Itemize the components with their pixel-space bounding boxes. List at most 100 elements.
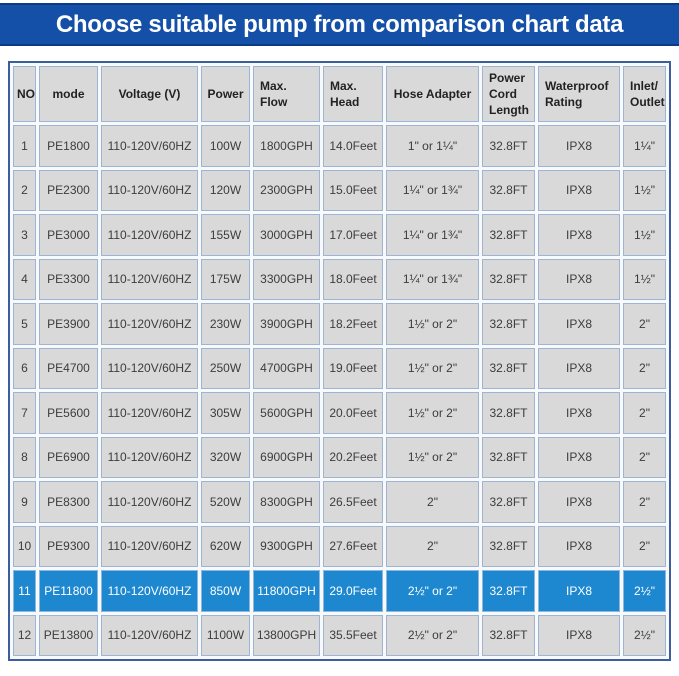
table-cell: 10 (13, 525, 36, 567)
table-cell: IPX8 (538, 347, 620, 389)
column-header: NO (13, 66, 36, 122)
table-row: 12 PE13800 110-120V/60HZ 1100W 13800GPH 35.5F… (13, 614, 666, 656)
table-cell: 9 (13, 481, 36, 523)
table-cell: 14.0Feet (323, 125, 383, 167)
table-row: 9 PE8300 110-120V/60HZ 520W 8300GPH 26.5Feet 2… (13, 481, 666, 523)
table-cell: 32.8FT (482, 570, 535, 612)
table-cell: PE2300 (39, 169, 98, 211)
table-cell: 175W (201, 258, 250, 300)
pump-table-head-row: NO mode Voltage (V) Power Max. Flow Max. Head… (13, 66, 666, 122)
table-cell: 27.6Feet (323, 525, 383, 567)
table-row: 11 PE11800 110-120V/60HZ 850W 11800GPH 29.0Fe… (13, 570, 666, 612)
table-cell: 1½" or 2" (386, 436, 479, 478)
table-cell: 32.8FT (482, 125, 535, 167)
table-cell: IPX8 (538, 258, 620, 300)
table-cell: 3300GPH (253, 258, 320, 300)
table-cell: 32.8FT (482, 525, 535, 567)
table-row: 5 PE3900 110-120V/60HZ 230W 3900GPH 18.2Feet 1… (13, 303, 666, 345)
table-cell: 110-120V/60HZ (101, 570, 198, 612)
table-cell: 26.5Feet (323, 481, 383, 523)
table-cell: 1800GPH (253, 125, 320, 167)
table-cell: 2" (623, 347, 666, 389)
table-cell: 29.0Feet (323, 570, 383, 612)
table-cell: 20.0Feet (323, 392, 383, 434)
table-cell: 3900GPH (253, 303, 320, 345)
table-cell: 32.8FT (482, 258, 535, 300)
table-cell: 110-120V/60HZ (101, 436, 198, 478)
table-cell: 620W (201, 525, 250, 567)
table-cell: 2" (623, 436, 666, 478)
table-cell: 1¼" (623, 125, 666, 167)
table-cell: 4700GPH (253, 347, 320, 389)
table-cell: 8 (13, 436, 36, 478)
table-cell: 110-120V/60HZ (101, 214, 198, 256)
table-cell: 3 (13, 214, 36, 256)
column-header: Waterproof Rating (538, 66, 620, 122)
table-cell: PE1800 (39, 125, 98, 167)
table-cell: 17.0Feet (323, 214, 383, 256)
table-cell: 7 (13, 392, 36, 434)
table-cell: 6 (13, 347, 36, 389)
column-header: Power (201, 66, 250, 122)
column-header: Inlet/ Outlet (623, 66, 666, 122)
table-cell: 1½" or 2" (386, 303, 479, 345)
table-row: 1 PE1800 110-120V/60HZ 100W 1800GPH 14.0Feet 1… (13, 125, 666, 167)
table-cell: PE3000 (39, 214, 98, 256)
table-cell: IPX8 (538, 436, 620, 478)
table-cell: 250W (201, 347, 250, 389)
table-cell: 110-120V/60HZ (101, 169, 198, 211)
table-cell: 1½" or 2" (386, 347, 479, 389)
pump-comparison-table: NO mode Voltage (V) Power Max. Flow Max. Head… (8, 61, 671, 661)
table-cell: 1¼" or 1¾" (386, 214, 479, 256)
table-cell: 11800GPH (253, 570, 320, 612)
table-cell: 2½" or 2" (386, 570, 479, 612)
table-cell: 2" (386, 481, 479, 523)
table-cell: 2½" (623, 570, 666, 612)
table-cell: 1½" (623, 258, 666, 300)
table-cell: 2 (13, 169, 36, 211)
table-row: 8 PE6900 110-120V/60HZ 320W 6900GPH 20.2Feet 1… (13, 436, 666, 478)
table-cell: 110-120V/60HZ (101, 614, 198, 656)
table-cell: 320W (201, 436, 250, 478)
table-cell: 32.8FT (482, 303, 535, 345)
table-cell: 5 (13, 303, 36, 345)
table-cell: 155W (201, 214, 250, 256)
table-cell: 850W (201, 570, 250, 612)
table-cell: 2½" or 2" (386, 614, 479, 656)
table-cell: 100W (201, 125, 250, 167)
table-cell: 6900GPH (253, 436, 320, 478)
table-cell: PE6900 (39, 436, 98, 478)
table-cell: PE5600 (39, 392, 98, 434)
table-cell: IPX8 (538, 392, 620, 434)
table-cell: 1½" (623, 169, 666, 211)
column-header: Power Cord Length (482, 66, 535, 122)
table-cell: 1¼" or 1¾" (386, 258, 479, 300)
table-cell: 4 (13, 258, 36, 300)
table-cell: 1½" (623, 214, 666, 256)
table-cell: 11 (13, 570, 36, 612)
table-cell: 1" or 1¼" (386, 125, 479, 167)
table-cell: 110-120V/60HZ (101, 347, 198, 389)
table-cell: 2" (623, 303, 666, 345)
table-cell: IPX8 (538, 481, 620, 523)
table-cell: 32.8FT (482, 169, 535, 211)
table-cell: IPX8 (538, 525, 620, 567)
table-cell: 110-120V/60HZ (101, 125, 198, 167)
column-header: Hose Adapter (386, 66, 479, 122)
table-cell: 2" (623, 525, 666, 567)
table-cell: 13800GPH (253, 614, 320, 656)
table-row: 2 PE2300 110-120V/60HZ 120W 2300GPH 15.0Feet 1… (13, 169, 666, 211)
table-cell: IPX8 (538, 125, 620, 167)
table-cell: 5600GPH (253, 392, 320, 434)
table-row: 6 PE4700 110-120V/60HZ 250W 4700GPH 19.0Feet 1… (13, 347, 666, 389)
table-cell: 1½" or 2" (386, 392, 479, 434)
table-cell: 110-120V/60HZ (101, 481, 198, 523)
column-header: Voltage (V) (101, 66, 198, 122)
table-cell: 520W (201, 481, 250, 523)
table-row: 3 PE3000 110-120V/60HZ 155W 3000GPH 17.0Feet 1… (13, 214, 666, 256)
table-cell: 2" (623, 481, 666, 523)
table-cell: PE9300 (39, 525, 98, 567)
table-cell: 15.0Feet (323, 169, 383, 211)
table-cell: 2" (386, 525, 479, 567)
page-title: Choose suitable pump from comparison cha… (55, 10, 624, 38)
